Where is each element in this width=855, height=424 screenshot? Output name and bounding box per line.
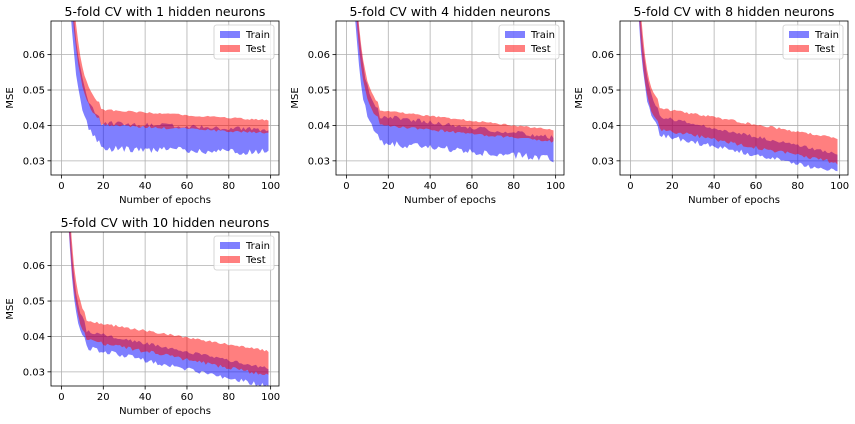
series-band-train [638,21,838,172]
y-tick-label: 0.04 [592,121,614,132]
legend: Train Test [782,24,844,60]
x-tick-label: 60 [181,392,194,403]
y-tick-label: 0.06 [308,50,330,61]
x-tick-label: 20 [97,181,110,192]
legend-label-test: Test [814,44,835,55]
legend-swatch-test [789,45,809,52]
y-tick-label: 0.06 [23,50,45,61]
legend-label-train: Train [245,241,270,252]
chart-title: 5-fold CV with 1 hidden neurons [65,4,266,19]
series-band-train [68,232,269,386]
y-tick-label: 0.04 [23,121,45,132]
y-tick-label: 0.03 [592,156,614,167]
y-tick-label: 0.03 [308,156,330,167]
subplot-1: 0 20 40 60 80 100 0.03 0.04 0.05 0.06 5-fold CV wi… [5,4,280,206]
plot-area [68,232,269,386]
x-axis-label: Number of epochs [119,195,211,206]
x-tick-label: 40 [139,392,152,403]
legend-label-test: Test [245,255,266,266]
legend: Train Test [213,235,275,271]
y-axis-label: MSE [5,298,16,319]
y-axis-label: MSE [290,87,301,108]
series-band-test [69,232,269,375]
y-tick-label: 0.03 [23,367,45,378]
axes-frame [50,20,280,176]
subplot-3: 0 20 40 60 80 100 0.03 0.04 0.05 0.06 5-fold CV wi… [574,4,849,206]
x-tick-label: 40 [139,181,152,192]
legend-label-train: Train [814,30,839,41]
x-tick-label: 80 [222,181,235,192]
x-tick-label: 60 [466,181,479,192]
legend-swatch-test [505,45,525,52]
x-tick-label: 60 [181,181,194,192]
y-tick-label: 0.06 [23,261,45,272]
legend-swatch-test [220,45,240,52]
x-tick-label: 20 [382,181,395,192]
legend-swatch-train [220,31,240,38]
x-tick-label: 0 [58,392,64,403]
legend-swatch-train [789,31,809,38]
x-tick-label: 80 [791,181,804,192]
y-tick-label: 0.06 [592,50,614,61]
legend-label-test: Test [530,44,551,55]
plot-area [355,21,554,163]
plot-area [638,21,838,172]
axes-frame [335,20,565,176]
legend-swatch-train [220,242,240,249]
legend: Train Test [213,24,275,60]
series-band-test [639,21,838,165]
y-tick-label: 0.04 [23,332,45,343]
x-tick-label: 60 [750,181,763,192]
legend-swatch-test [220,256,240,263]
x-tick-label: 80 [222,392,235,403]
series-band-test [73,21,269,134]
x-axis-label: Number of epochs [688,195,780,206]
legend-label-test: Test [245,44,266,55]
subplot-2: 0 20 40 60 80 100 0.03 0.04 0.05 0.06 5-fold CV wi… [290,4,565,206]
legend-label-train: Train [245,30,270,41]
x-tick-label: 80 [507,181,520,192]
x-axis-label: Number of epochs [119,406,211,417]
x-tick-label: 100 [261,181,280,192]
series-band-train [71,21,269,155]
y-axis-label: MSE [5,87,16,108]
x-tick-label: 0 [58,181,64,192]
plot-area [71,21,269,155]
legend-swatch-train [505,31,525,38]
y-tick-label: 0.05 [592,86,614,97]
y-tick-label: 0.05 [23,297,45,308]
x-tick-label: 0 [343,181,349,192]
x-tick-label: 100 [546,181,565,192]
series-band-test [356,21,554,143]
x-tick-label: 40 [708,181,721,192]
chart-title: 5-fold CV with 10 hidden neurons [61,215,270,230]
subplot-4: 0 20 40 60 80 100 0.03 0.04 0.05 0.06 5-fold CV wi… [5,215,280,417]
legend: Train Test [498,24,560,60]
y-tick-label: 0.05 [308,86,330,97]
y-tick-label: 0.03 [23,156,45,167]
legend-label-train: Train [530,30,555,41]
x-tick-label: 100 [261,392,280,403]
y-tick-label: 0.05 [23,86,45,97]
x-tick-label: 20 [97,392,110,403]
x-tick-label: 40 [424,181,437,192]
chart-title: 5-fold CV with 8 hidden neurons [634,4,835,19]
x-axis-label: Number of epochs [404,195,496,206]
y-axis-label: MSE [574,87,585,108]
chart-title: 5-fold CV with 4 hidden neurons [350,4,551,19]
y-tick-label: 0.04 [308,121,330,132]
axes-frame [619,20,849,176]
axes-frame [50,231,280,387]
x-tick-label: 20 [666,181,679,192]
x-tick-label: 0 [627,181,633,192]
x-tick-label: 100 [830,181,849,192]
